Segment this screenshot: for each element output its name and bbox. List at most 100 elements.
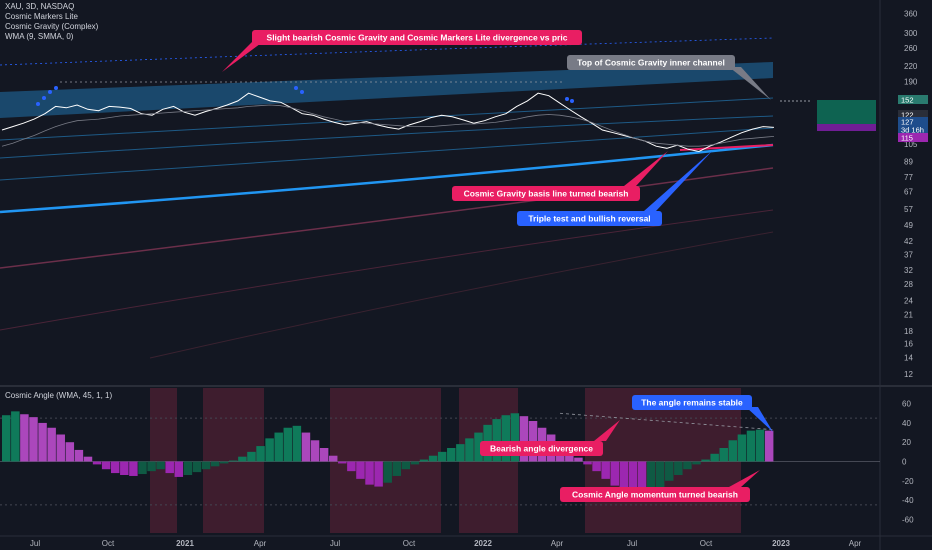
osc-bar-14 bbox=[129, 461, 138, 476]
price-label-1: 122 bbox=[901, 111, 914, 120]
annotation-pointer-6 bbox=[729, 470, 760, 487]
annotation-box-2 bbox=[452, 186, 640, 201]
osc-bar-9 bbox=[83, 456, 93, 462]
price-label-bg-1 bbox=[898, 110, 928, 119]
osc-y-tick-1: 40 bbox=[902, 419, 911, 428]
wma-line bbox=[1, 104, 775, 147]
osc-legend: Cosmic Angle (WMA, 45, 1, 1) bbox=[5, 391, 112, 401]
osc-bar-39 bbox=[356, 461, 365, 479]
legend-gravity[interactable]: Cosmic Gravity (Complex) bbox=[5, 22, 99, 31]
annotation-box-5 bbox=[480, 441, 603, 456]
x-tick-9: Oct bbox=[700, 539, 713, 548]
osc-bar-51 bbox=[465, 438, 474, 462]
y-tick-9: 89 bbox=[904, 158, 913, 167]
annotation-text-2: Cosmic Gravity basis line turned bearish bbox=[464, 189, 629, 199]
osc-bar-44 bbox=[401, 461, 411, 470]
osc-bar-40 bbox=[365, 461, 374, 485]
osc-bar-28 bbox=[256, 446, 265, 462]
osc-bar-74 bbox=[674, 461, 683, 475]
osc-bar-69 bbox=[628, 461, 638, 495]
osc-bar-50 bbox=[456, 444, 465, 462]
marker-dot-1 bbox=[42, 96, 46, 100]
osc-bar-0 bbox=[2, 415, 11, 462]
osc-bar-56 bbox=[510, 413, 520, 462]
y-tick-16: 32 bbox=[904, 266, 913, 275]
osc-bar-79 bbox=[719, 448, 728, 462]
x-tick-2: 2021 bbox=[176, 539, 194, 548]
y-tick-0: 360 bbox=[904, 10, 918, 19]
y-tick-8: 105 bbox=[904, 140, 918, 149]
legend-markers[interactable]: Cosmic Markers Lite bbox=[5, 12, 78, 21]
osc-bar-1 bbox=[11, 411, 20, 462]
y-tick-15: 37 bbox=[904, 251, 913, 260]
marker-dot-6 bbox=[565, 97, 569, 101]
osc-bar-54 bbox=[492, 419, 501, 462]
osc-bar-15 bbox=[138, 461, 147, 475]
osc-bar-75 bbox=[683, 461, 692, 470]
legend-cosmic-angle[interactable]: Cosmic Angle (WMA, 45, 1, 1) bbox=[5, 391, 113, 400]
y-tick-18: 24 bbox=[904, 296, 913, 305]
osc-bar-22 bbox=[201, 461, 211, 470]
annotation-pointer-5 bbox=[594, 420, 620, 441]
y-tick-1: 300 bbox=[904, 29, 918, 38]
osc-bar-25 bbox=[229, 460, 238, 462]
annotation-text-4: The angle remains stable bbox=[641, 398, 743, 408]
osc-bar-31 bbox=[283, 427, 293, 462]
legend-wma[interactable]: WMA (9, SMMA, 0) bbox=[5, 32, 74, 41]
osc-bar-73 bbox=[665, 461, 674, 481]
osc-bar-46 bbox=[419, 459, 429, 462]
osc-bar-29 bbox=[265, 438, 274, 462]
osc-bar-20 bbox=[183, 461, 193, 475]
osc-bar-21 bbox=[192, 461, 202, 473]
price-label-2: 127 bbox=[901, 118, 914, 127]
osc-y-tick-6: -60 bbox=[902, 515, 914, 524]
price-label-3: 3d 16h bbox=[901, 126, 924, 135]
osc-bar-32 bbox=[292, 425, 302, 462]
marker-dot-4 bbox=[294, 86, 298, 90]
annotation-text-5: Bearish angle divergence bbox=[490, 444, 593, 454]
osc-bar-84 bbox=[764, 430, 774, 462]
osc-bar-38 bbox=[347, 461, 356, 472]
osc-bar-45 bbox=[410, 461, 420, 465]
osc-bar-82 bbox=[746, 430, 756, 462]
osc-bar-43 bbox=[392, 461, 402, 476]
osc-bar-52 bbox=[474, 432, 483, 462]
marker-dot-7 bbox=[570, 99, 574, 103]
osc-bar-30 bbox=[274, 432, 283, 462]
y-tick-20: 18 bbox=[904, 327, 913, 336]
annotation-box-4 bbox=[632, 395, 752, 410]
y-tick-17: 28 bbox=[904, 280, 913, 289]
y-tick-11: 67 bbox=[904, 188, 913, 197]
osc-bar-78 bbox=[710, 453, 719, 462]
osc-bar-63 bbox=[574, 457, 583, 462]
osc-bar-16 bbox=[147, 461, 156, 472]
osc-bar-27 bbox=[247, 451, 256, 462]
osc-bar-47 bbox=[428, 455, 438, 462]
annotation-text-1: Top of Cosmic Gravity inner channel bbox=[577, 58, 725, 68]
x-tick-10: 2023 bbox=[772, 539, 790, 548]
marker-dot-5 bbox=[300, 90, 304, 94]
osc-bar-83 bbox=[755, 429, 765, 462]
legend-symbol[interactable]: XAU, 3D, NASDAQ bbox=[5, 2, 75, 11]
y-tick-21: 16 bbox=[904, 339, 913, 348]
osc-bar-11 bbox=[101, 461, 111, 470]
osc-bar-17 bbox=[156, 461, 165, 470]
annotation-box-6 bbox=[560, 487, 750, 502]
annotation-pointer-3 bbox=[644, 150, 713, 211]
osc-bar-68 bbox=[619, 461, 629, 491]
y-tick-23: 12 bbox=[904, 370, 913, 379]
osc-bar-33 bbox=[301, 432, 311, 462]
x-tick-6: 2022 bbox=[474, 539, 492, 548]
osc-bar-72 bbox=[655, 461, 665, 488]
osc-bar-42 bbox=[383, 461, 392, 483]
osc-bar-57 bbox=[519, 416, 529, 462]
price-label-bg-4 bbox=[898, 133, 928, 142]
osc-y-tick-2: 20 bbox=[902, 438, 911, 447]
annotation-box-0 bbox=[252, 30, 582, 45]
y-tick-4: 190 bbox=[904, 77, 918, 86]
osc-bar-12 bbox=[110, 461, 120, 474]
osc-bar-13 bbox=[120, 461, 129, 475]
osc-bar-71 bbox=[646, 461, 656, 494]
osc-bar-76 bbox=[692, 461, 701, 465]
